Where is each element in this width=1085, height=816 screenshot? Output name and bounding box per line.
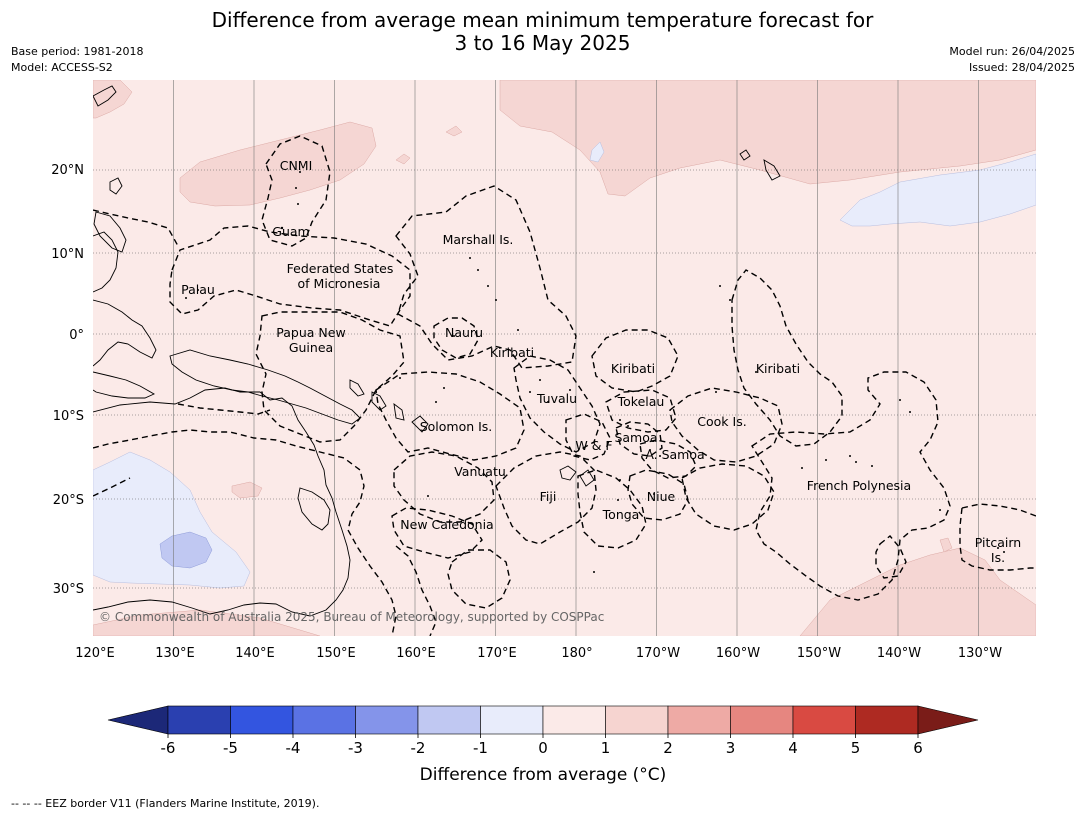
eez-legend-note: -- -- -- EEZ border V11 (Flanders Marine…: [11, 797, 320, 810]
label-tokelau: Tokelau: [617, 394, 665, 409]
label-guam: Guam: [272, 224, 309, 239]
colorbar-segment: [605, 705, 669, 735]
colorbar-under-triangle: [107, 705, 169, 735]
label-pitcairn-line-1: Pitcairn: [975, 535, 1021, 550]
colorbar-tick-label: 1: [601, 739, 611, 757]
label-fsm-line-1: Federated States: [287, 261, 394, 276]
copyright-notice: © Commonwealth of Australia 2025, Bureau…: [99, 610, 604, 624]
label-tuvalu: Tuvalu: [536, 391, 577, 406]
label-niue: Niue: [647, 489, 676, 504]
colorbar-segments: [167, 705, 919, 735]
colorbar-label: Difference from average (°C): [420, 765, 667, 785]
anomaly-minus-2-to-minus-1-regions: [159, 531, 213, 569]
colorbar-tick-label: -1: [473, 739, 488, 757]
model-text: Model: ACCESS-S2: [11, 61, 113, 74]
label-solomon-islands: Solomon Is.: [420, 419, 493, 434]
anomaly-minus-1-to-0-regions: [93, 141, 1036, 589]
colorbar-tick-label: -4: [286, 739, 301, 757]
colorbar-segment: [855, 705, 919, 735]
colorbar-segment: [792, 705, 856, 735]
colorbar-over-triangle: [917, 705, 979, 735]
label-samoa: Samoa: [614, 430, 657, 445]
colorbar-segment: [230, 705, 294, 735]
label-fsm-line-2: of Micronesia: [298, 276, 381, 291]
longitude-grid: [173, 80, 979, 636]
colorbar-segment: [542, 705, 606, 735]
issued-text: Issued: 28/04/2025: [968, 61, 1075, 74]
longitude-tick-labels: 120°E 130°E 140°E 150°E 160°E 170°E 180°…: [75, 646, 1002, 661]
small-islands: [185, 171, 1005, 573]
lat-tick-label: 0°: [69, 328, 84, 343]
label-png-line-1: Papua New: [276, 325, 345, 340]
colorbar-tick-label: -2: [411, 739, 426, 757]
colorbar-tick-label: -3: [348, 739, 363, 757]
eez-borders: [93, 135, 1036, 636]
lon-tick-label: 130°W: [958, 646, 1002, 661]
map-title-line-1: Difference from average mean minimum tem…: [211, 8, 874, 32]
label-french-polynesia: French Polynesia: [807, 478, 911, 493]
lat-tick-label: 30°S: [53, 582, 84, 597]
lat-tick-label: 10°S: [53, 409, 84, 424]
lon-tick-label: 130°E: [155, 646, 195, 661]
lon-tick-label: 140°E: [235, 646, 275, 661]
label-kiribati-central: Kiribati: [611, 361, 655, 376]
lon-tick-label: 160°W: [716, 646, 760, 661]
label-kiribati-east: Kiribati: [756, 361, 800, 376]
lon-tick-label: 170°W: [636, 646, 680, 661]
colorbar-segment: [730, 705, 794, 735]
colorbar: -6 -5 -4 -3 -2 -1 0 1 2 3 4 5 6 Difference from aver…: [107, 705, 979, 785]
colorbar-tick-label: 3: [726, 739, 736, 757]
lon-tick-label: 170°E: [477, 646, 517, 661]
lat-tick-label: 10°N: [51, 247, 84, 262]
label-marshall-islands: Marshall Is.: [443, 232, 514, 247]
lat-tick-label: 20°S: [53, 493, 84, 508]
colorbar-segment: [292, 705, 356, 735]
label-kiribati-west: Kiribati: [490, 345, 534, 360]
colorbar-tick-label: -6: [161, 739, 176, 757]
colorbar-segment: [355, 705, 419, 735]
country-labels: CNMI Guam Marshall Is. Palau Federated S…: [181, 158, 1021, 565]
lon-tick-label: 180°: [561, 646, 592, 661]
lon-tick-label: 160°E: [396, 646, 436, 661]
colorbar-segment: [167, 705, 231, 735]
label-palau: Palau: [181, 282, 215, 297]
label-cnmi: CNMI: [280, 158, 313, 173]
lon-tick-label: 120°E: [75, 646, 115, 661]
colorbar-tick-labels: -6 -5 -4 -3 -2 -1 0 1 2 3 4 5 6: [161, 734, 923, 757]
lon-tick-label: 140°W: [877, 646, 921, 661]
label-wallis-futuna: W & F: [575, 438, 612, 453]
label-png-line-2: Guinea: [289, 340, 333, 355]
map-title-line-2: 3 to 16 May 2025: [454, 31, 631, 55]
colorbar-tick-label: 0: [538, 739, 548, 757]
colorbar-segment: [417, 705, 481, 735]
latitude-tick-labels: 20°N 10°N 0° 10°S 20°S 30°S: [51, 163, 84, 597]
label-american-samoa: A. Samoa: [645, 447, 704, 462]
label-tonga: Tonga: [602, 507, 640, 522]
model-run-text: Model run: 26/04/2025: [949, 45, 1075, 58]
label-nauru: Nauru: [445, 325, 483, 340]
colorbar-tick-label: 4: [788, 739, 798, 757]
label-new-caledonia: New Caledonia: [400, 517, 493, 532]
anomaly-1-to-2-regions: [93, 80, 1036, 636]
lon-tick-label: 150°E: [316, 646, 356, 661]
label-vanuatu: Vanuatu: [454, 464, 506, 479]
coastlines: [93, 85, 781, 617]
latitude-grid: [93, 169, 1036, 589]
colorbar-tick-label: -5: [223, 739, 238, 757]
lat-tick-label: 20°N: [51, 163, 84, 178]
label-fiji: Fiji: [540, 489, 557, 504]
colorbar-tick-label: 2: [663, 739, 673, 757]
colorbar-segment: [480, 705, 544, 735]
colorbar-segment: [667, 705, 731, 735]
label-pitcairn-line-2: Is.: [991, 550, 1005, 565]
base-period-text: Base period: 1981-2018: [11, 45, 144, 58]
colorbar-tick-label: 5: [851, 739, 861, 757]
lon-tick-label: 150°W: [797, 646, 841, 661]
colorbar-tick-label: 6: [913, 739, 923, 757]
label-cook-islands: Cook Is.: [697, 414, 746, 429]
